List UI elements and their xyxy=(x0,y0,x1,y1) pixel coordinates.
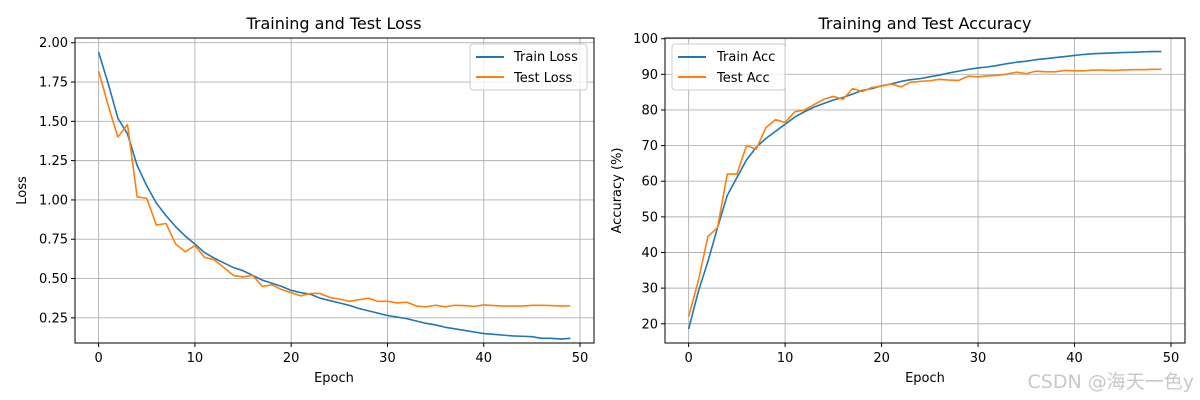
loss-ytick-label: 0.25 xyxy=(39,311,68,326)
loss-ytick-label: 1.25 xyxy=(39,154,68,169)
loss-chart-ylabel: Loss xyxy=(15,176,30,205)
watermark: CSDN @海天一色y xyxy=(1027,371,1194,393)
accuracy-ytick-label: 20 xyxy=(641,317,658,332)
accuracy-chart-legend: Train Acc Test Acc xyxy=(671,43,786,91)
loss-chart: Training and Test Loss 0 10 20 30 40 50 0.25 0.… xyxy=(15,14,595,386)
legend-label-train-acc: Train Acc xyxy=(716,50,775,65)
accuracy-chart-xlabel: Epoch xyxy=(905,371,945,386)
loss-xtick-label: 40 xyxy=(475,351,492,366)
accuracy-ytick-label: 30 xyxy=(641,282,658,297)
legend-label-test-acc: Test Acc xyxy=(716,71,770,86)
loss-chart-xlabel: Epoch xyxy=(314,371,354,386)
accuracy-chart: Training and Test Accuracy 0 10 20 30 40 50 20… xyxy=(610,14,1186,386)
loss-xtick-label: 20 xyxy=(283,351,300,366)
loss-chart-title: Training and Test Loss xyxy=(245,14,421,33)
accuracy-ytick-label: 50 xyxy=(641,210,658,225)
series-line-test-loss xyxy=(97,70,571,308)
loss-ytick-label: 1.00 xyxy=(39,193,68,208)
legend-label-test-loss: Test Loss xyxy=(513,71,572,86)
accuracy-ytick-label: 60 xyxy=(641,175,658,190)
loss-ytick-label: 0.50 xyxy=(39,272,68,287)
series-line-train-acc xyxy=(687,50,1162,330)
accuracy-xtick-label: 50 xyxy=(1163,351,1180,366)
accuracy-xtick-label: 20 xyxy=(873,351,890,366)
series-line-test-acc xyxy=(687,68,1162,317)
loss-xtick-label: 10 xyxy=(187,351,204,366)
loss-chart-legend: Train Loss Test Loss xyxy=(469,43,588,91)
accuracy-ytick-label: 40 xyxy=(641,246,658,261)
accuracy-chart-ylabel: Accuracy (%) xyxy=(610,148,625,234)
loss-ytick-label: 0.75 xyxy=(39,233,68,248)
accuracy-ytick-label: 90 xyxy=(641,68,658,83)
accuracy-chart-frame xyxy=(664,37,1186,344)
loss-ytick-label: 2.00 xyxy=(39,36,68,51)
loss-ytick-label: 1.50 xyxy=(39,115,68,130)
loss-chart-frame xyxy=(74,37,595,344)
legend-label-train-loss: Train Loss xyxy=(513,50,578,65)
accuracy-xtick-label: 10 xyxy=(777,351,794,366)
accuracy-xtick-label: 30 xyxy=(970,351,987,366)
loss-xtick-label: 30 xyxy=(379,351,396,366)
accuracy-xtick-label: 0 xyxy=(684,351,692,366)
loss-xtick-label: 0 xyxy=(94,351,102,366)
accuracy-ytick-label: 100 xyxy=(633,32,658,47)
accuracy-ytick-label: 80 xyxy=(641,103,658,118)
loss-ytick-label: 1.75 xyxy=(39,76,68,91)
accuracy-chart-title: Training and Test Accuracy xyxy=(817,14,1031,33)
accuracy-ytick-label: 70 xyxy=(641,139,658,154)
series-line-train-loss xyxy=(97,51,571,340)
loss-xtick-label: 50 xyxy=(572,351,589,366)
accuracy-xtick-label: 40 xyxy=(1066,351,1083,366)
